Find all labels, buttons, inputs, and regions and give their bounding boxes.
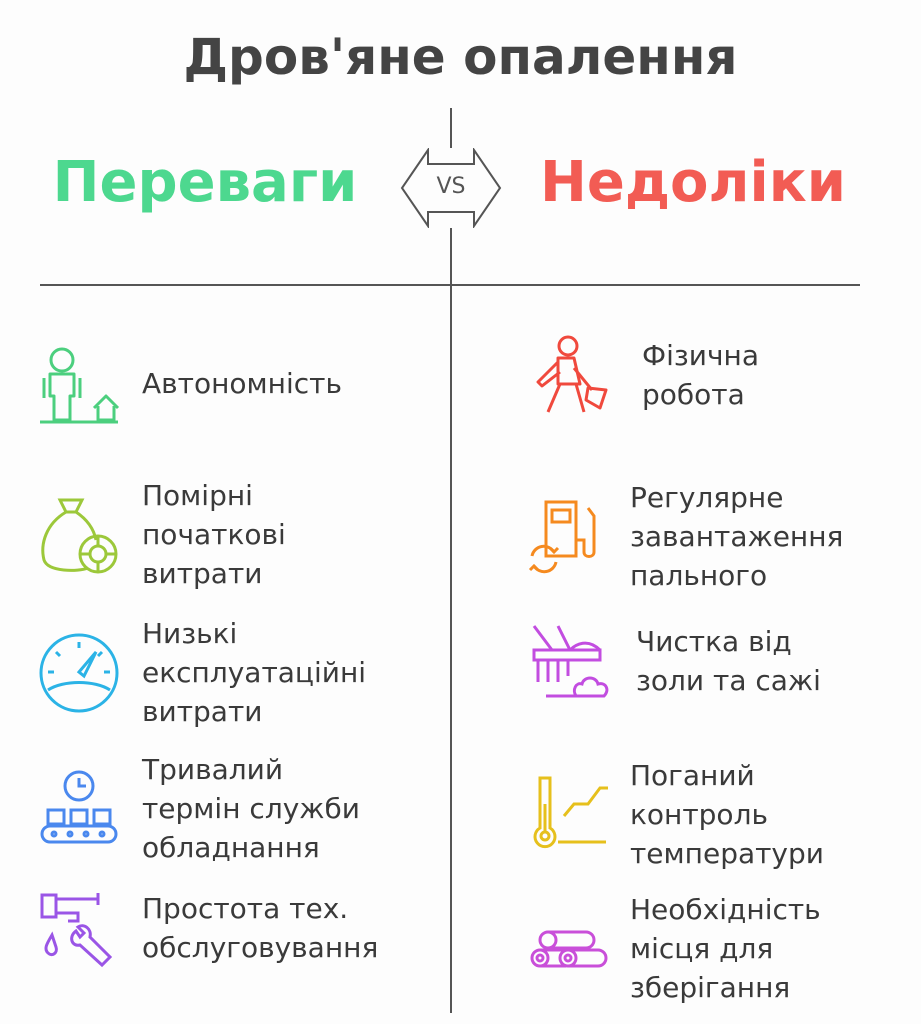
broom-cleaning-icon bbox=[532, 625, 609, 698]
pros-item-text: Автономність bbox=[142, 366, 342, 400]
cons-item-text: Необхідність місця для зберігання bbox=[630, 893, 821, 1004]
pros-item-text: Помірні початкові витрати bbox=[142, 479, 286, 590]
double-arrow-icon bbox=[400, 146, 502, 230]
pros-item-text: Тривалий термін служби обладнання bbox=[142, 753, 360, 864]
cons-heading: Недоліки bbox=[539, 150, 846, 215]
money-bag-coin-icon bbox=[41, 498, 118, 573]
cons-item-text: Фізична робота bbox=[642, 339, 759, 411]
cons-item-fuel-loading: Регулярне завантаження пального bbox=[528, 478, 843, 595]
cons-item-text: Регулярне завантаження пального bbox=[630, 481, 844, 592]
clock-conveyor-icon bbox=[40, 770, 118, 843]
pros-item-lifetime: Тривалий термін служби обладнання bbox=[38, 750, 360, 867]
vs-label: VS bbox=[436, 174, 466, 199]
gauge-icon bbox=[39, 633, 119, 712]
page-title: Дров'яне опалення bbox=[183, 28, 738, 86]
vs-badge: VS bbox=[400, 146, 502, 230]
pros-item-text: Простота тех. обслуговування bbox=[142, 892, 379, 964]
cons-item-text: Поганий контроль температури bbox=[630, 759, 824, 870]
worker-shovel-icon bbox=[536, 335, 608, 413]
pros-heading: Переваги bbox=[52, 150, 358, 215]
fuel-pump-refresh-icon bbox=[528, 500, 596, 573]
person-house-icon bbox=[40, 347, 120, 424]
logs-icon bbox=[530, 930, 608, 967]
pros-item-cost: Помірні початкові витрати bbox=[38, 476, 286, 593]
pros-item-maintenance: Простота тех. обслуговування bbox=[38, 887, 378, 969]
faucet-wrench-icon bbox=[40, 893, 113, 968]
cons-item-text: Чистка від золи та сажі bbox=[636, 625, 821, 697]
thermometer-graph-icon bbox=[533, 776, 608, 848]
horizontal-divider bbox=[40, 284, 860, 286]
cons-item-physical-work: Фізична робота bbox=[528, 334, 759, 416]
cons-item-temperature: Поганий контроль температури bbox=[528, 756, 824, 873]
pros-item-operating-cost: Низькі експлуатаційні витрати bbox=[38, 614, 366, 731]
pros-item-text: Низькі експлуатаційні витрати bbox=[142, 617, 367, 728]
pros-item-autonomy: Автономність bbox=[38, 342, 342, 424]
vertical-divider bbox=[450, 108, 452, 1013]
cons-item-ash-cleaning: Чистка від золи та сажі bbox=[528, 620, 821, 702]
cons-item-storage: Необхідність місця для зберігання bbox=[528, 890, 821, 1007]
